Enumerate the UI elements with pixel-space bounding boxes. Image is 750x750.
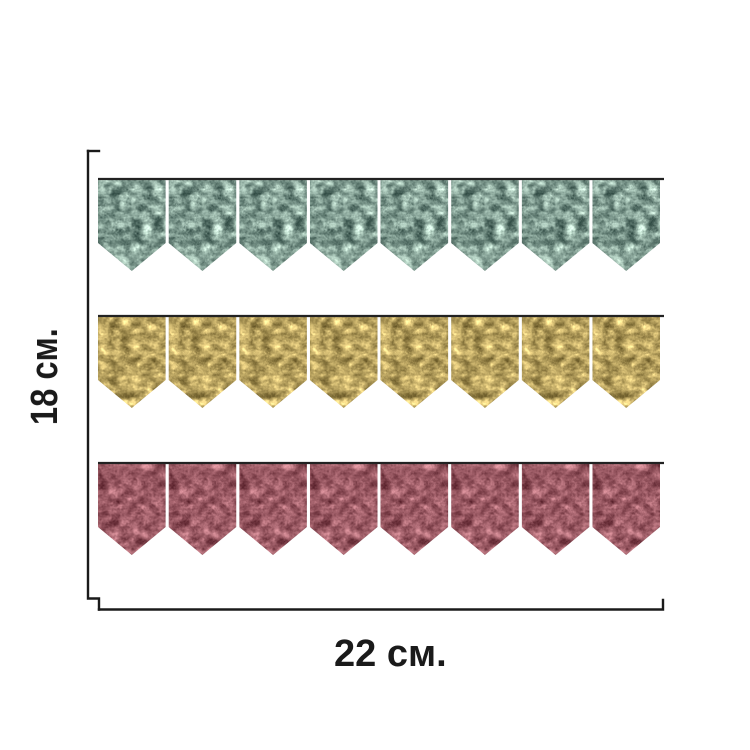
svg-text:18 см.: 18 см. bbox=[23, 328, 66, 425]
svg-text:22 см.: 22 см. bbox=[334, 633, 447, 675]
